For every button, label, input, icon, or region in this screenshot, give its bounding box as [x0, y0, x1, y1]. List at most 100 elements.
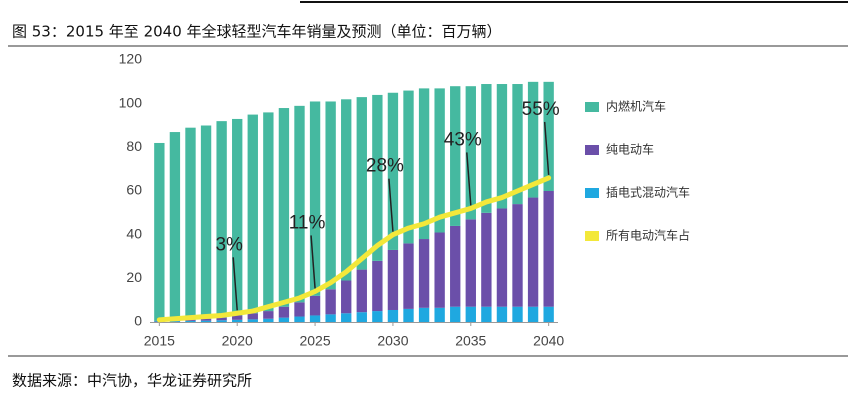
bar: [216, 121, 227, 318]
bar: [527, 81, 539, 198]
legend-swatch: [585, 145, 599, 155]
bar: [200, 318, 212, 321]
bar: [294, 302, 305, 317]
bar: [154, 142, 165, 321]
y-tick-label: 100: [119, 94, 143, 110]
annotation-pointer: [388, 178, 394, 232]
bar: [247, 319, 258, 322]
bar: [200, 125, 212, 319]
legend-swatch: [585, 231, 599, 241]
annotation: 11%: [289, 212, 326, 233]
legend-swatch: [585, 188, 599, 198]
bar: [372, 260, 383, 312]
bar: [527, 197, 539, 307]
bar: [356, 269, 367, 313]
bar: [403, 243, 414, 309]
bar: [403, 308, 414, 322]
bar: [247, 114, 258, 314]
x-tick-label: 2030: [377, 333, 408, 349]
bar: [434, 88, 445, 233]
bar: [418, 307, 430, 322]
annotation: 28%: [366, 156, 404, 177]
bar: [543, 81, 554, 191]
bar: [465, 86, 476, 220]
bar: [450, 225, 461, 307]
bar: [325, 289, 336, 315]
bar: [325, 314, 336, 322]
y-tick-label: 0: [134, 313, 142, 329]
annotation-pointer: [466, 152, 472, 206]
bar: [216, 317, 227, 321]
bar: [496, 208, 508, 307]
y-tick-label: 120: [119, 51, 143, 67]
annotation: 43%: [444, 129, 482, 150]
bar: [278, 317, 290, 322]
legend-swatch: [585, 102, 599, 112]
bar: [372, 311, 383, 322]
bar: [496, 84, 508, 209]
legend-label: 所有电动汽车占: [606, 228, 690, 243]
bar: [481, 212, 492, 307]
bar: [341, 313, 352, 322]
x-tick-label: 2020: [222, 333, 253, 349]
bar: [325, 101, 336, 290]
bar: [232, 319, 243, 322]
bar: [481, 84, 492, 213]
bar: [418, 88, 430, 240]
bar: [543, 306, 554, 322]
bar: [309, 295, 321, 316]
bar: [185, 319, 196, 321]
annotation-pointer: [543, 121, 550, 175]
bar: [372, 94, 383, 261]
bar: [465, 219, 476, 307]
bar: [434, 232, 445, 308]
bar: [185, 127, 196, 320]
annotation-pointer: [232, 257, 238, 311]
bar: [512, 306, 523, 322]
bar: [341, 99, 352, 281]
bar: [309, 315, 321, 322]
bar: [294, 316, 305, 322]
x-tick-label: 2015: [144, 333, 175, 349]
bar: [278, 306, 290, 318]
x-tick-label: 2025: [299, 333, 330, 349]
bar: [543, 191, 554, 307]
line: [156, 175, 552, 323]
annotation: 3%: [215, 234, 243, 255]
bar: [450, 306, 461, 322]
legend-label: 纯电动车: [606, 142, 654, 157]
bar: [496, 306, 508, 322]
bar: [263, 311, 274, 319]
bar: [294, 105, 305, 303]
bar: [434, 307, 445, 322]
legend-label: 内燃机汽车: [606, 99, 666, 114]
bar: [216, 320, 227, 322]
bar: [169, 321, 181, 322]
bar: [263, 318, 274, 322]
bar: [356, 97, 367, 270]
bar: [387, 249, 399, 310]
bar: [356, 312, 367, 322]
bar: [341, 280, 352, 314]
annotation-pointer: [310, 235, 316, 289]
bar: [527, 306, 539, 322]
y-tick-label: 60: [126, 182, 142, 198]
bar: [278, 108, 290, 307]
bar: [232, 118, 243, 316]
bar: [450, 86, 461, 226]
bar: [169, 132, 181, 321]
bar: [200, 320, 212, 322]
annotation: 55%: [522, 99, 560, 120]
bar: [387, 309, 399, 322]
source: 数据来源：中汽协，华龙证券研究所: [12, 372, 252, 390]
y-tick-label: 80: [126, 138, 142, 154]
bar: [418, 239, 430, 308]
bar: [247, 313, 258, 320]
x-tick-label: 2040: [533, 333, 564, 349]
bar: [185, 320, 196, 322]
bar: [309, 101, 321, 296]
bar: [403, 90, 414, 244]
bar: [481, 306, 492, 322]
